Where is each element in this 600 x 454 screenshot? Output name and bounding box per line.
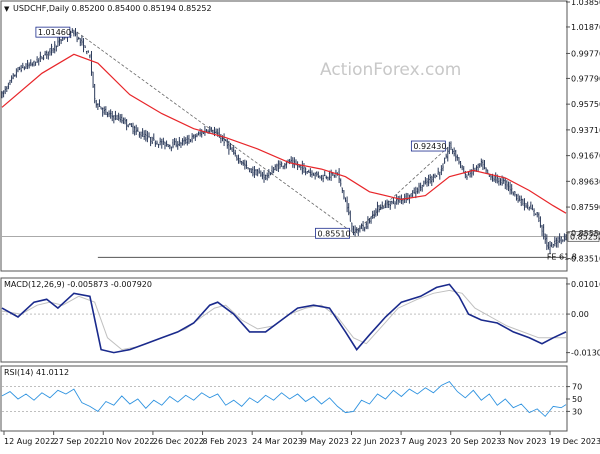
chart-header-ohlc: USDCHF,Daily 0.85200 0.85400 0.85194 0.8… xyxy=(13,4,212,13)
rsi-layer xyxy=(1,381,567,418)
macd-axis-label: 0.00 xyxy=(571,310,589,319)
x-axis-label: 12 Aug 2022 xyxy=(4,437,55,446)
rsi-axis-label: 30 xyxy=(572,407,582,416)
trendline xyxy=(76,31,354,234)
price-axis-label: 1.03850 xyxy=(571,0,600,7)
price-label-box xyxy=(315,227,350,239)
dropdown-arrow-icon[interactable]: ▼ xyxy=(4,5,10,13)
x-axis-label: 20 Sep 2023 xyxy=(451,437,502,446)
price-label: 0.85510 xyxy=(318,229,351,238)
rsi-panel-frame xyxy=(0,365,568,432)
x-axis-label: 9 May 2023 xyxy=(302,437,349,446)
price-label: 0.92430 xyxy=(413,142,446,151)
macd-line xyxy=(1,283,567,354)
x-axis-label: 8 Feb 2023 xyxy=(203,437,248,446)
last-price-box xyxy=(567,231,600,242)
price-label-box xyxy=(35,26,71,38)
x-axis-label: 22 Jun 2023 xyxy=(351,437,399,446)
x-axis-label: 10 Nov 2022 xyxy=(103,437,154,446)
macd-axis-label: 0.010166 xyxy=(571,280,600,289)
price-panel-frame xyxy=(0,0,568,272)
x-axis-label: 3 Nov 2023 xyxy=(500,437,546,446)
x-axis-label: 19 Dec 2023 xyxy=(550,437,600,446)
fe-level-label: FE 61.8 xyxy=(547,252,577,261)
watermark: ActionForex.com xyxy=(320,60,461,80)
last-price-label: 0.85252 xyxy=(570,233,600,242)
rsi-line xyxy=(1,381,567,418)
macd-axis-label: -0.013006 xyxy=(571,349,600,358)
price-layer: 1.01460 0.85510 0.92430 FE 61.8 xyxy=(1,26,577,261)
rsi-axis-label: 70 xyxy=(572,383,582,392)
macd-layer xyxy=(1,283,567,354)
x-axis-label: 26 Dec 2022 xyxy=(153,437,204,446)
x-axis-label: 24 Mar 2023 xyxy=(252,437,303,446)
rsi-title: RSI(14) 41.0112 xyxy=(4,368,69,377)
macd-title: MACD(12,26,9) -0.005873 -0.007920 xyxy=(4,280,152,289)
moving-average-line xyxy=(1,53,567,214)
price-label-box xyxy=(410,140,446,152)
x-axis-label: 7 Aug 2023 xyxy=(401,437,447,446)
macd-panel-frame xyxy=(0,277,568,363)
rsi-axis-label: 50 xyxy=(572,395,582,404)
price-label: 1.01460 xyxy=(38,28,71,37)
x-axis-label: 27 Sep 2022 xyxy=(54,437,105,446)
